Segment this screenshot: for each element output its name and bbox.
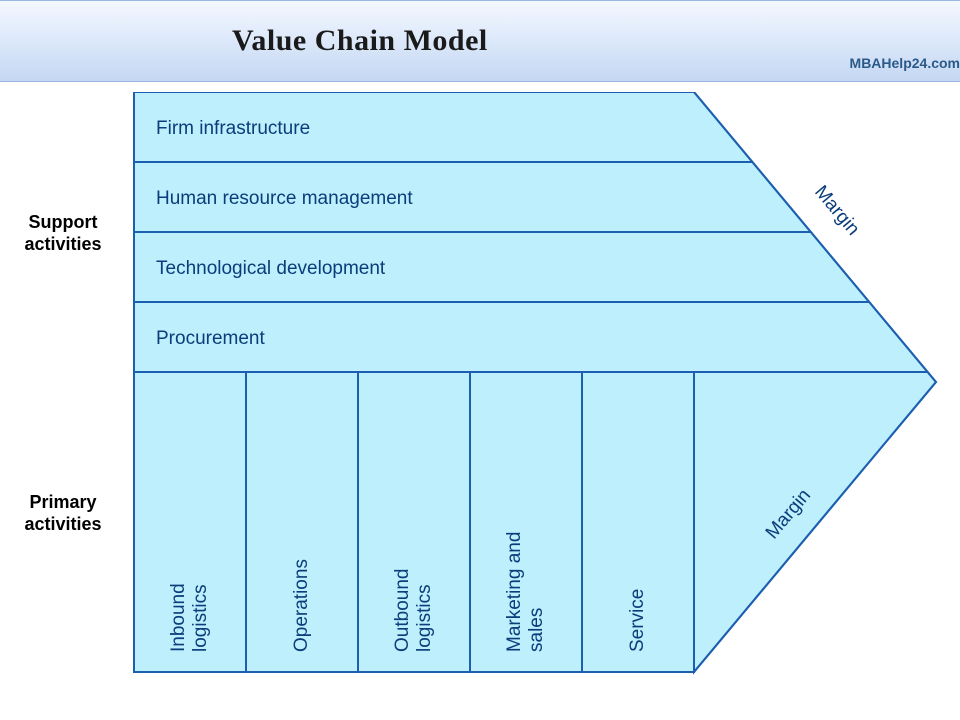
support-text-1: Human resource management <box>156 188 413 209</box>
support-activities-label: Support activities <box>8 212 118 255</box>
primary-label-text: Primary activities <box>24 492 101 534</box>
primary-label-1-g: Operations <box>291 559 312 652</box>
page-title: Value Chain Model <box>232 24 488 58</box>
margin-upper-text: Margin <box>810 182 863 240</box>
watermark: MBAHelp24.com <box>850 55 960 71</box>
value-chain-diagram: Support activities Primary activities Fi… <box>0 92 960 712</box>
svg-text:Service: Service <box>627 589 648 652</box>
header-bar: Value Chain Model MBAHelp24.com <box>0 0 960 82</box>
value-chain-svg: Firm infrastructure Human resource manag… <box>0 92 960 712</box>
primary-activities-label: Primary activities <box>8 492 118 535</box>
primary-label-4-g: Service <box>627 589 648 652</box>
support-text-3: Procurement <box>156 328 265 349</box>
primary-label-0-g: Inboundlogistics <box>144 457 211 657</box>
support-text-2: Technological development <box>156 258 386 279</box>
support-label-text: Support activities <box>24 212 101 254</box>
support-text-0: Firm infrastructure <box>156 118 310 139</box>
svg-text:Inboundlogistics: Inboundlogistics <box>168 583 211 652</box>
svg-text:Operations: Operations <box>291 559 312 652</box>
